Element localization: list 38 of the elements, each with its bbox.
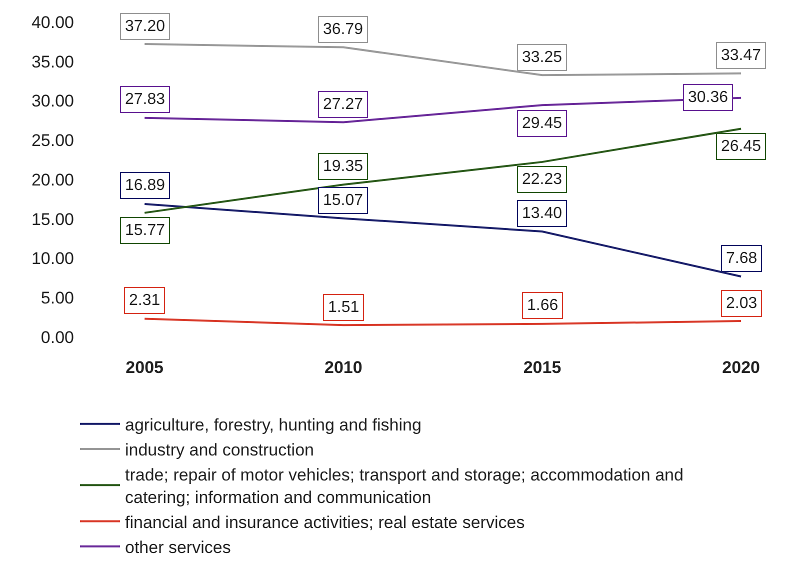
data-label: 16.89 xyxy=(125,177,166,194)
y-tick-label: 5.00 xyxy=(40,288,74,308)
x-tick-label: 2010 xyxy=(324,358,362,377)
data-label: 27.27 xyxy=(323,96,364,113)
data-label: 2.03 xyxy=(726,295,758,312)
data-label: 27.83 xyxy=(125,91,166,108)
legend-label: industry and construction xyxy=(125,440,314,460)
data-label: 7.68 xyxy=(726,250,758,267)
y-tick-label: 25.00 xyxy=(31,131,74,150)
x-tick-label: 2015 xyxy=(523,358,562,377)
data-label: 36.79 xyxy=(323,21,364,38)
legend-label: financial and insurance activities; real estate services xyxy=(125,512,525,532)
data-label: 2.31 xyxy=(129,292,160,309)
y-tick-label: 20.00 xyxy=(31,170,74,190)
x-tick-label: 2005 xyxy=(126,358,164,377)
data-label: 33.25 xyxy=(522,49,562,66)
data-label: 37.20 xyxy=(125,18,166,35)
data-label: 15.77 xyxy=(125,222,166,239)
data-label: 19.35 xyxy=(323,158,364,175)
data-label: 13.40 xyxy=(522,205,562,222)
y-tick-label: 15.00 xyxy=(31,210,74,229)
y-tick-label: 30.00 xyxy=(31,92,74,111)
data-label: 1.66 xyxy=(527,297,558,314)
y-tick-label: 0.00 xyxy=(40,328,74,347)
legend-label: other services xyxy=(125,538,231,557)
legend-label: agriculture, forestry, hunting and fishing xyxy=(125,415,422,434)
data-label: 26.45 xyxy=(721,138,762,155)
y-tick-label: 40.00 xyxy=(31,12,74,32)
y-tick-label: 10.00 xyxy=(31,249,74,268)
data-label: 15.07 xyxy=(323,192,364,209)
data-label: 22.23 xyxy=(522,171,562,188)
x-tick-label: 2020 xyxy=(722,358,760,377)
y-tick-label: 35.00 xyxy=(31,52,74,72)
data-label: 29.45 xyxy=(522,115,562,132)
line-series xyxy=(144,318,742,326)
data-label: 1.51 xyxy=(328,299,360,316)
data-label: 33.47 xyxy=(721,47,762,64)
data-label: 30.36 xyxy=(688,89,728,106)
